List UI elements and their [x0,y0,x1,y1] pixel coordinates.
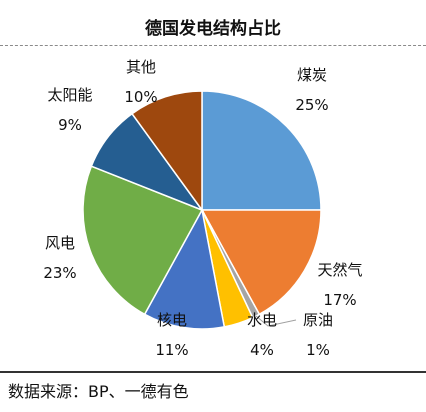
slice-name-label: 煤炭 [297,66,327,84]
leader-line [255,315,297,327]
leader-lines [255,315,297,327]
slice-percent-label: 17% [323,291,356,309]
source-divider [0,371,426,373]
slice-name-label: 其他 [126,58,156,76]
slice-labels: 煤炭 25% 天然气 17% 原油 1% 水电 4% 核电 11% 风电 23% 太阳能 9% 其他 10% [43,58,362,359]
slice-name-label: 天然气 [317,261,362,279]
source-note: 数据来源：BP、一德有色 [8,382,189,401]
chart-title: 德国发电结构占比 [145,19,281,39]
slice-percent-label: 11% [155,341,188,359]
pie-chart: 煤炭 25% 天然气 17% 原油 1% 水电 4% 核电 11% 风电 23% 太阳能 9% 其他 10% [43,58,362,359]
slice-name-label: 风电 [45,234,75,252]
pie-slices [82,90,322,330]
slice-percent-label: 1% [306,341,330,359]
slice-name-label: 水电 [247,311,277,329]
slice-percent-label: 23% [43,264,76,282]
slice-percent-label: 4% [250,341,274,359]
pie-slice [143,207,226,330]
pie-slice [82,165,204,316]
pie-slice [131,90,203,213]
slice-percent-label: 10% [124,88,157,106]
pie-slice [201,90,322,211]
pie-slice [200,209,322,316]
title-divider [0,45,426,46]
slice-percent-label: 9% [58,116,82,134]
slice-name-label: 太阳能 [47,86,92,104]
slice-name-label: 原油 [303,311,333,329]
slice-percent-label: 25% [295,96,328,114]
slice-name-label: 核电 [157,311,187,329]
